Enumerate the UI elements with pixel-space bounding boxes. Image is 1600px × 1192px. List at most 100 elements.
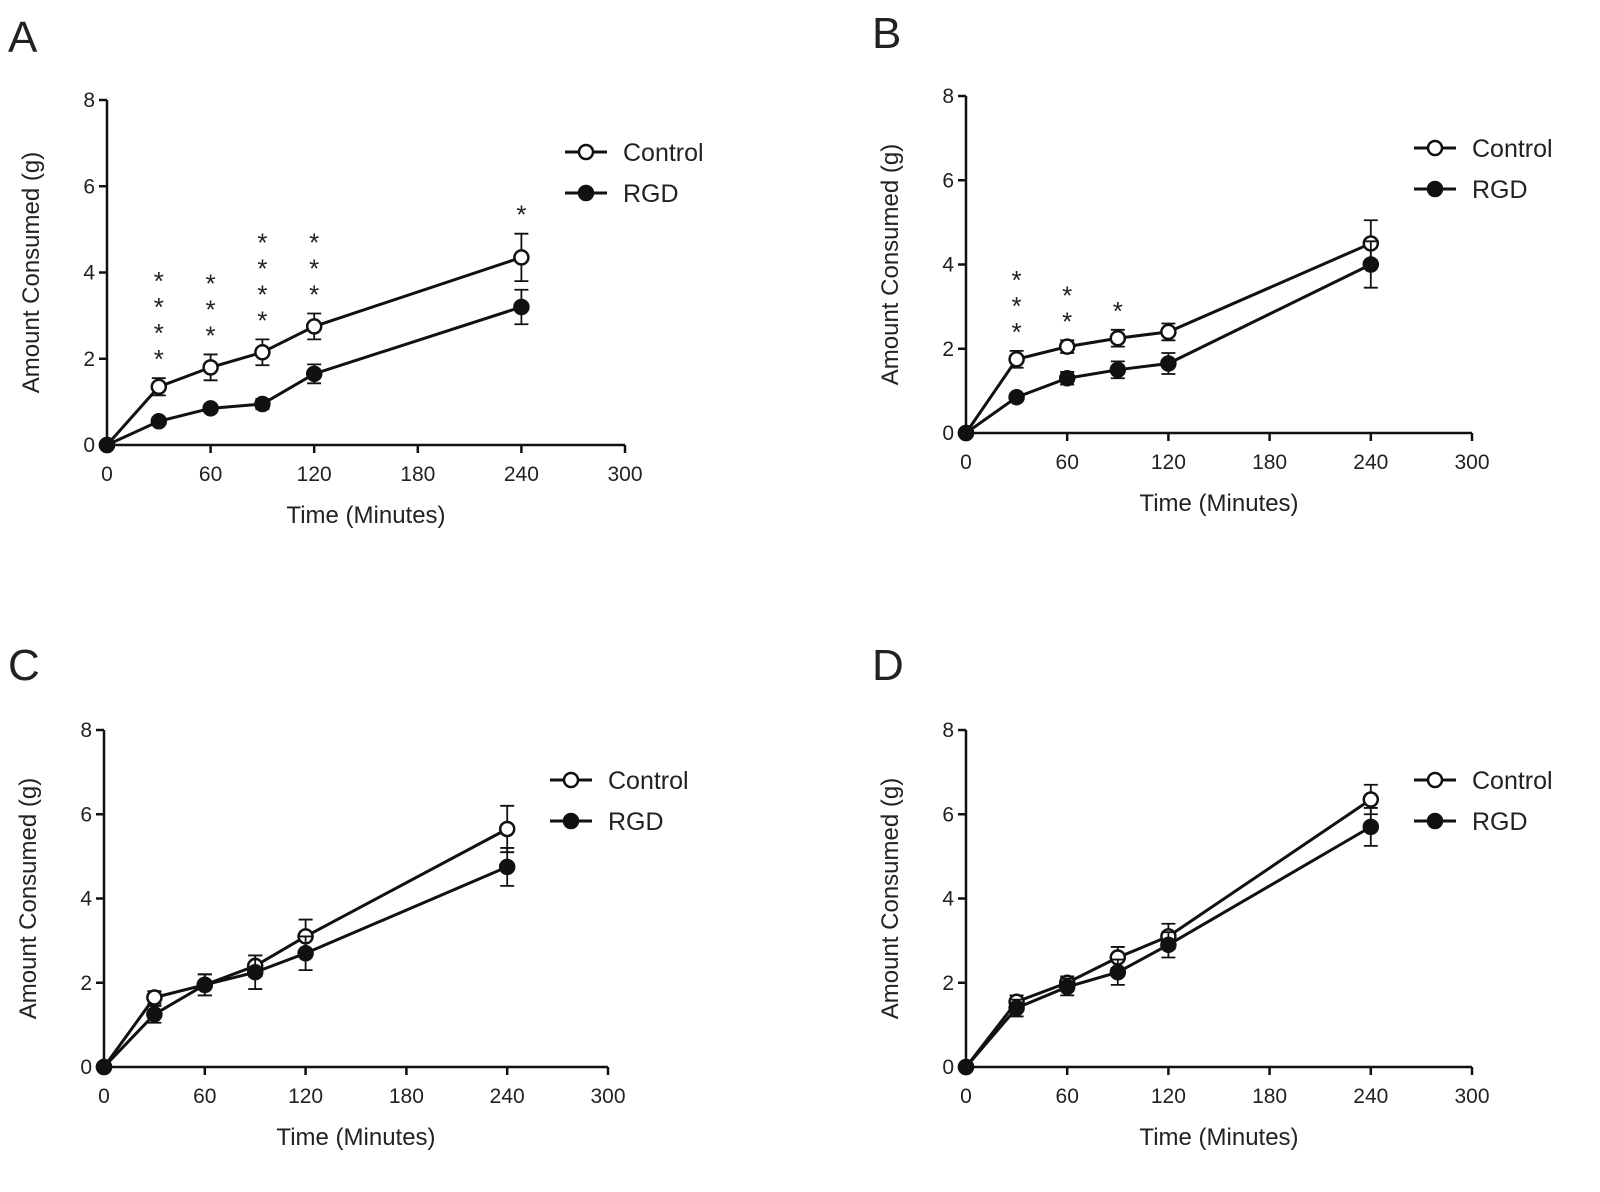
y-tick-label: 6: [942, 803, 954, 826]
x-tick-label: 240: [504, 463, 539, 486]
legend-label: Control: [608, 767, 689, 795]
y-tick-label: 8: [80, 719, 92, 742]
marker: [1058, 978, 1076, 996]
marker: [146, 1006, 163, 1023]
y-tick-label: 0: [83, 434, 95, 457]
x-tick-label: 120: [297, 463, 332, 486]
legend-label: Control: [1472, 135, 1553, 163]
x-axis-label: Time (Minutes): [1139, 1124, 1298, 1151]
marker: [1008, 351, 1025, 368]
x-tick-label: 120: [288, 1085, 323, 1108]
marker: [202, 400, 219, 417]
legend-label: Control: [623, 139, 704, 167]
x-tick-label: 240: [1353, 1085, 1388, 1108]
marker: [1362, 256, 1380, 273]
legend-label: RGD: [1472, 808, 1528, 836]
marker: [513, 249, 530, 266]
marker: [150, 378, 168, 396]
x-tick-label: 300: [590, 1085, 625, 1108]
series-line: [964, 242, 1372, 434]
x-tick-label: 60: [199, 463, 222, 486]
x-tick-label: 0: [101, 463, 113, 486]
legend-marker: [1426, 180, 1444, 198]
y-tick-label: 6: [942, 169, 954, 192]
y-axis-label: Amount Consumed (g): [18, 152, 45, 393]
series-line: [964, 798, 1372, 1068]
series-line: [965, 263, 1372, 435]
panel-label: D: [872, 641, 904, 690]
series-line: [102, 827, 508, 1068]
x-axis-label: Time (Minutes): [276, 1124, 435, 1151]
marker: [150, 413, 168, 430]
x-tick-label: 300: [607, 463, 642, 486]
y-axis-label: Amount Consumed (g): [877, 144, 904, 385]
series-line: [102, 865, 508, 1069]
panel: B 0 2 4 6 8 0 60 120 180 240 300 Time (Minutes) Amoun…: [872, 9, 1553, 517]
y-tick-label: 4: [83, 262, 95, 285]
x-tick-label: 120: [1151, 1085, 1186, 1108]
y-axis-label: Amount Consumed (g): [15, 778, 42, 1019]
x-axis-label: Time (Minutes): [1139, 490, 1298, 517]
x-tick-label: 180: [400, 463, 435, 486]
marker: [498, 858, 516, 876]
y-tick-label: 0: [80, 1056, 92, 1079]
x-tick-label: 0: [960, 1085, 972, 1108]
x-tick-label: 60: [1056, 451, 1079, 474]
y-tick-label: 0: [942, 422, 954, 445]
x-axis-label: Time (Minutes): [286, 502, 445, 529]
marker: [1362, 791, 1380, 808]
y-tick-label: 8: [942, 85, 954, 108]
y-tick-label: 4: [80, 888, 92, 911]
y-tick-label: 6: [83, 175, 95, 198]
significance: ****: [247, 227, 277, 331]
y-tick-label: 4: [942, 888, 954, 911]
marker: [254, 344, 271, 361]
marker: [1160, 355, 1177, 372]
marker: [1160, 936, 1177, 954]
significance: ***: [1002, 265, 1032, 343]
marker: [98, 436, 116, 454]
series-line: [106, 305, 522, 447]
y-tick-label: 2: [942, 972, 954, 995]
marker: [305, 365, 323, 383]
y-axis-label: Amount Consumed (g): [877, 778, 904, 1019]
x-tick-label: 180: [389, 1085, 424, 1108]
panel-label: B: [872, 9, 901, 58]
panel-label: C: [8, 641, 40, 690]
significance: ***: [299, 227, 329, 305]
x-tick-label: 300: [1454, 1085, 1489, 1108]
marker: [1109, 329, 1127, 347]
marker: [957, 1058, 975, 1076]
marker: [1362, 818, 1380, 836]
y-tick-label: 4: [942, 254, 954, 277]
marker: [1008, 388, 1025, 406]
significance: *: [1103, 296, 1133, 322]
legend-marker: [562, 812, 580, 830]
legend-label: RGD: [623, 180, 679, 208]
legend-marker: [1426, 812, 1444, 830]
marker: [1058, 369, 1076, 387]
legend-label: Control: [1472, 767, 1553, 795]
y-tick-label: 2: [80, 972, 92, 995]
panel-label: A: [8, 13, 38, 62]
marker: [95, 1058, 113, 1076]
x-tick-label: 300: [1454, 451, 1489, 474]
panel: C 0 2 4 6 8 0 60 120 180 240 300 Time (Minutes) Amoun…: [8, 641, 689, 1151]
x-tick-label: 60: [193, 1085, 216, 1108]
marker: [305, 318, 323, 335]
series-line: [964, 825, 1372, 1068]
marker: [513, 298, 530, 316]
marker: [1109, 361, 1127, 379]
x-tick-label: 0: [960, 451, 972, 474]
marker: [202, 359, 219, 376]
marker: [146, 989, 163, 1006]
panel: D 0 2 4 6 8 0 60 120 180 240 300 Time (Minutes) Amoun…: [872, 641, 1553, 1151]
significance: ***: [196, 268, 226, 346]
y-tick-label: 8: [83, 89, 95, 112]
y-tick-label: 2: [83, 348, 95, 371]
x-tick-label: 240: [490, 1085, 525, 1108]
marker: [1109, 963, 1127, 981]
legend-label: RGD: [608, 808, 664, 836]
